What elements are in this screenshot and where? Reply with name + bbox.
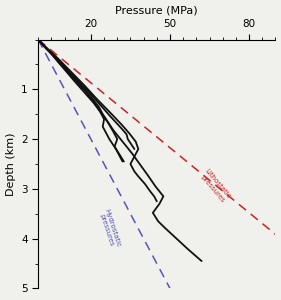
X-axis label: Pressure (MPa): Pressure (MPa) [115,6,198,16]
Y-axis label: Depth (km): Depth (km) [6,132,15,196]
Text: Lithostatic
pressures: Lithostatic pressures [198,168,232,205]
Text: Hydrostatic
pressures: Hydrostatic pressures [97,208,122,250]
